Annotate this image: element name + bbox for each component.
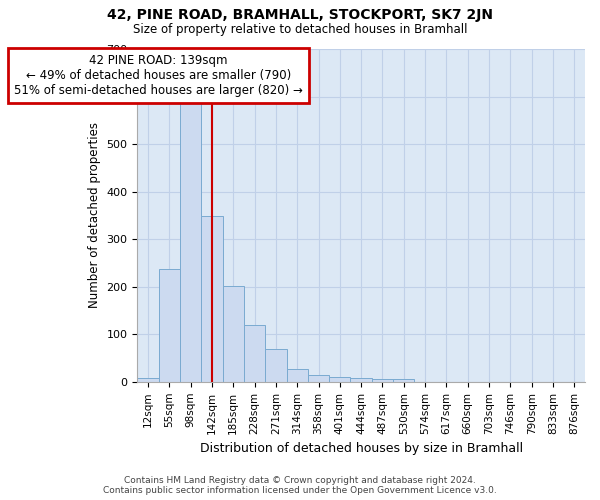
Bar bbox=[244, 325, 265, 382]
Bar bbox=[265, 348, 287, 382]
Bar bbox=[137, 378, 158, 382]
Bar bbox=[372, 380, 393, 382]
Text: 42, PINE ROAD, BRAMHALL, STOCKPORT, SK7 2JN: 42, PINE ROAD, BRAMHALL, STOCKPORT, SK7 … bbox=[107, 8, 493, 22]
Bar bbox=[158, 269, 180, 382]
Bar bbox=[201, 216, 223, 382]
Text: Contains HM Land Registry data © Crown copyright and database right 2024.
Contai: Contains HM Land Registry data © Crown c… bbox=[103, 476, 497, 495]
Bar bbox=[223, 286, 244, 382]
Bar bbox=[350, 378, 372, 382]
Bar bbox=[308, 374, 329, 382]
X-axis label: Distribution of detached houses by size in Bramhall: Distribution of detached houses by size … bbox=[200, 442, 523, 455]
Bar bbox=[329, 377, 350, 382]
Text: 42 PINE ROAD: 139sqm
← 49% of detached houses are smaller (790)
51% of semi-deta: 42 PINE ROAD: 139sqm ← 49% of detached h… bbox=[14, 54, 303, 97]
Bar bbox=[393, 380, 415, 382]
Bar bbox=[180, 102, 201, 382]
Bar bbox=[287, 369, 308, 382]
Y-axis label: Number of detached properties: Number of detached properties bbox=[88, 122, 101, 308]
Text: Size of property relative to detached houses in Bramhall: Size of property relative to detached ho… bbox=[133, 22, 467, 36]
